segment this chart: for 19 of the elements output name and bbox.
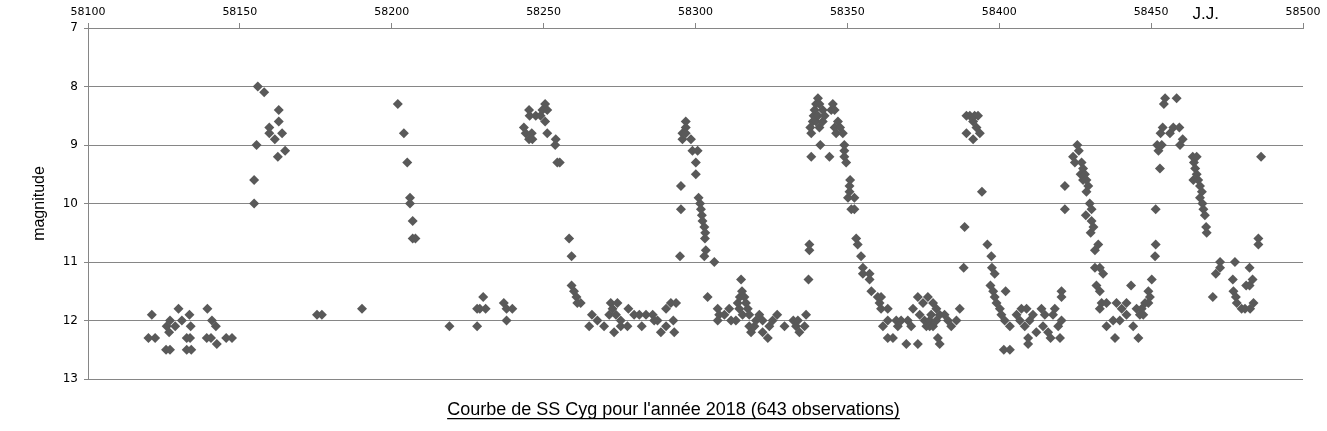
x-tick-label: 58300 (678, 5, 713, 19)
text: Courbe de SS Cyg pour l'année 2018 (643 observations) (447, 399, 900, 419)
y-axis-title: magnitude (30, 166, 48, 241)
x-tick-label: 58150 (222, 5, 258, 19)
x-tick-label: 58500 (1285, 5, 1321, 19)
y-tick-label: 8 (70, 78, 78, 93)
y-tick-label: 11 (62, 254, 78, 269)
x-axis-title: J.J. (1192, 4, 1220, 23)
x-tick-label: 58100 (70, 5, 106, 19)
y-tick-label: 13 (62, 371, 78, 386)
y-tick-label: 9 (70, 137, 78, 152)
y-tick-label: 7 (70, 20, 78, 35)
x-tick-label: 58250 (526, 5, 562, 19)
y-tick-label: 10 (62, 195, 78, 210)
x-tick-label: 58450 (1133, 5, 1169, 19)
x-tick-label: 58200 (374, 5, 410, 19)
y-tick-label: 12 (62, 312, 78, 327)
x-tick-label: 58400 (981, 5, 1017, 19)
x-tick-label: 58350 (829, 5, 865, 19)
